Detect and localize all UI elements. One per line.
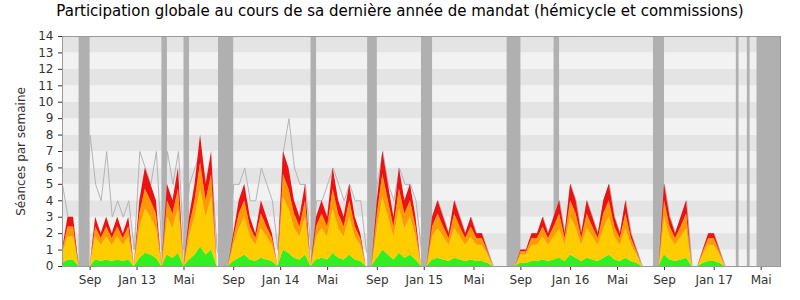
svg-text:Jan 15: Jan 15 (404, 273, 443, 287)
svg-text:Jan 14: Jan 14 (261, 273, 300, 287)
svg-text:Sep: Sep (79, 273, 102, 287)
svg-text:Sep: Sep (510, 273, 533, 287)
svg-text:10: 10 (38, 95, 53, 109)
svg-text:Jan 16: Jan 16 (551, 273, 590, 287)
svg-text:12: 12 (38, 62, 53, 76)
svg-text:7: 7 (46, 144, 54, 158)
svg-text:11: 11 (38, 79, 53, 93)
svg-text:2: 2 (46, 226, 54, 240)
svg-text:3: 3 (46, 210, 54, 224)
svg-text:Mai: Mai (317, 273, 338, 287)
svg-text:13: 13 (38, 46, 53, 60)
svg-text:Sep: Sep (653, 273, 676, 287)
svg-text:Sep: Sep (222, 273, 245, 287)
svg-text:Sep: Sep (366, 273, 389, 287)
svg-text:Séances par semaine: Séances par semaine (14, 87, 28, 216)
svg-text:5: 5 (46, 177, 54, 191)
svg-text:1: 1 (46, 243, 54, 257)
svg-text:Mai: Mai (607, 273, 628, 287)
svg-text:14: 14 (38, 29, 53, 43)
svg-text:6: 6 (46, 161, 54, 175)
svg-text:Mai: Mai (173, 273, 194, 287)
svg-text:8: 8 (46, 128, 54, 142)
html-text:Participation globale au cours: Participation globale au cours de sa der… (56, 2, 744, 20)
svg-text:4: 4 (46, 194, 54, 208)
svg-text:0: 0 (46, 259, 54, 273)
svg-text:Jan 17: Jan 17 (694, 273, 733, 287)
svg-text:Mai: Mai (463, 273, 484, 287)
svg-text:9: 9 (46, 111, 54, 125)
svg-text:Jan 13: Jan 13 (117, 273, 156, 287)
svg-text:Mai: Mai (751, 273, 772, 287)
